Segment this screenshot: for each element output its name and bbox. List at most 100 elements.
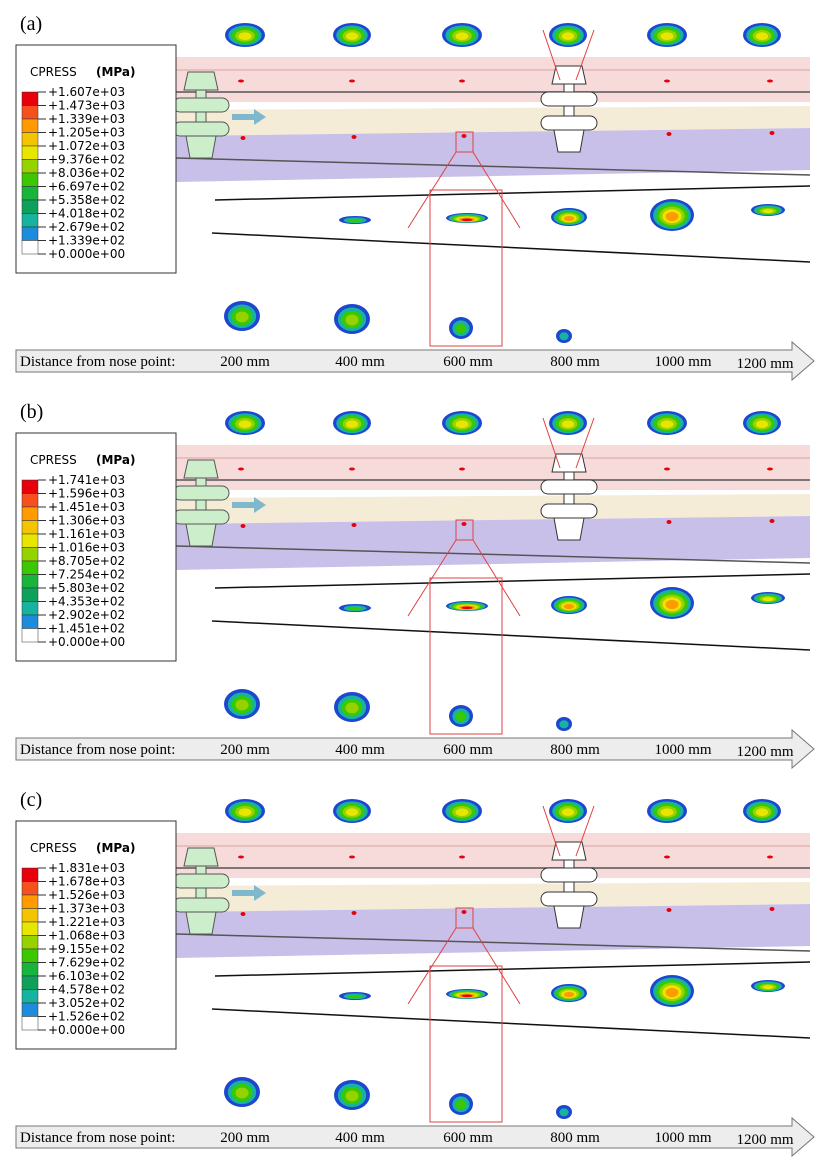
zoom-box [429, 577, 503, 735]
zoom-box [429, 965, 503, 1123]
legend-swatch [21, 91, 39, 106]
contour-blob [665, 211, 679, 222]
direction-arrow [232, 109, 266, 125]
axis-title: Distance from nose point: [20, 1130, 175, 1146]
panel-label: (a) [20, 13, 42, 35]
contour-blob [238, 32, 252, 41]
distance-label: 400 mm [335, 742, 385, 758]
red-dot [349, 79, 355, 83]
contour-blob [235, 1087, 249, 1099]
rail-band [176, 57, 810, 102]
legend-swatch [21, 975, 39, 990]
contour-blob [345, 32, 359, 41]
rail-band [176, 445, 810, 490]
legend-level: +4.018e+02 [48, 207, 125, 221]
direction-arrow [232, 885, 266, 901]
legend-swatch [21, 493, 39, 508]
wheel-band [176, 882, 810, 912]
red-dot [666, 908, 672, 912]
red-dot [666, 520, 672, 524]
band-line [175, 933, 811, 952]
legend-title: CPRESS [30, 65, 77, 79]
legend-swatch [21, 601, 39, 616]
contour-blob [755, 32, 769, 41]
wheel-icon [540, 453, 598, 541]
red-dot [238, 79, 244, 83]
zoom-box [455, 907, 474, 929]
legend-swatch [21, 520, 39, 535]
legend-level: +1.339e+02 [48, 234, 125, 248]
contour-blob [345, 1090, 359, 1102]
boundary-line [211, 620, 811, 651]
wheel-band [176, 904, 810, 958]
contour-blob [455, 808, 469, 817]
red-dot [461, 522, 467, 526]
legend-swatch [21, 614, 39, 629]
contour-blob [762, 209, 774, 214]
axis-title: Distance from nose point: [20, 742, 175, 758]
zoom-lines [542, 805, 595, 857]
legend-swatch [21, 1016, 39, 1031]
legend-level: +9.155e+02 [48, 942, 125, 956]
contour-blob [238, 808, 252, 817]
legend-swatch [21, 213, 39, 228]
rail-band [176, 833, 810, 878]
legend-level: +1.373e+03 [48, 902, 125, 916]
legend-swatch [21, 132, 39, 147]
legend-level: +6.697e+02 [48, 180, 125, 194]
red-dot [459, 467, 465, 471]
contour-blob [762, 985, 774, 990]
contour-blob [345, 702, 359, 714]
legend-level: +5.358e+02 [48, 193, 125, 207]
axis-title: Distance from nose point: [20, 354, 175, 370]
legend-level: +1.596e+03 [48, 487, 125, 501]
legend-swatch [21, 962, 39, 977]
distance-label: 800 mm [550, 1130, 600, 1146]
contour-blob [455, 711, 467, 722]
panel: (c)CPRESS (MPa)+1.831e+03+1.678e+03+1.526… [15, 789, 815, 1158]
band-line [175, 545, 811, 564]
legend-level: +1.831e+03 [48, 861, 125, 875]
legend-level: +1.741e+03 [48, 473, 125, 487]
distance-label: 400 mm [335, 1130, 385, 1146]
legend-level: +7.254e+02 [48, 568, 125, 582]
legend-swatch [21, 506, 39, 521]
contour-blob [455, 323, 467, 334]
distance-label: 400 mm [335, 354, 385, 370]
legend-swatch [21, 547, 39, 562]
contour-blob [755, 808, 769, 817]
wheel-icon [172, 459, 230, 547]
contour-blob [559, 332, 569, 341]
legend-level: +1.072e+03 [48, 139, 125, 153]
red-dot [349, 467, 355, 471]
legend-swatch [21, 118, 39, 133]
contour-blob [665, 987, 679, 998]
legend-swatch [21, 587, 39, 602]
contour-blob [345, 420, 359, 429]
legend-swatch [21, 628, 39, 643]
legend-title: CPRESS [30, 841, 77, 855]
legend-level: +6.103e+02 [48, 969, 125, 983]
legend-swatch [21, 881, 39, 896]
distance-label: 1000 mm [654, 1130, 711, 1146]
distance-label: 200 mm [220, 354, 270, 370]
contour-blob [461, 218, 473, 222]
zoom-lines [542, 417, 595, 469]
legend-swatch [21, 1002, 39, 1017]
red-dot [459, 79, 465, 83]
contour-blob [235, 699, 249, 711]
contour-blob [238, 420, 252, 429]
contour-blob [660, 32, 674, 41]
legend-title: CPRESS [30, 453, 77, 467]
wheel-icon [172, 71, 230, 159]
distance-label: 1200 mm [736, 744, 793, 760]
red-dot [238, 855, 244, 859]
distance-label: 200 mm [220, 1130, 270, 1146]
legend-level: +1.161e+03 [48, 527, 125, 541]
red-dot [349, 855, 355, 859]
contour-blob [559, 720, 569, 729]
distance-arrow [15, 340, 815, 382]
wheel-band [176, 494, 810, 524]
panel-label: (c) [20, 789, 42, 811]
red-dot [769, 131, 775, 135]
